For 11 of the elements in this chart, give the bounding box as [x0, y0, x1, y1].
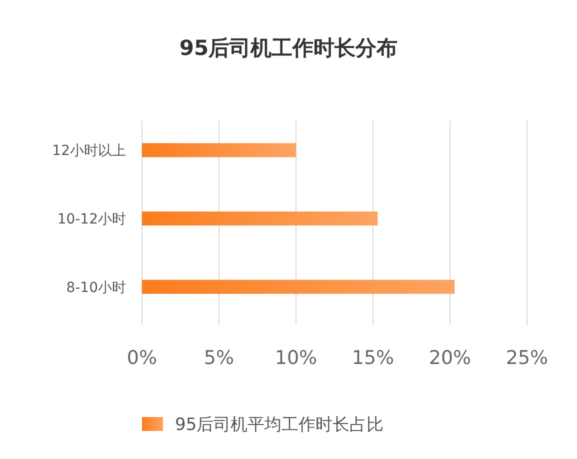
x-tick-label: 10%	[274, 347, 318, 369]
x-tick-label: 20%	[428, 347, 472, 369]
y-tick-label: 12小时以上	[52, 143, 126, 160]
y-tick-label: 10-12小时	[57, 212, 126, 228]
x-tick-label: 25%	[506, 347, 548, 369]
legend-label: 95后司机平均工作时长占比	[175, 415, 384, 435]
x-tick-label: 0%	[126, 347, 158, 369]
x-tick-label: 5%	[204, 347, 234, 369]
y-tick-label: 8-10小时	[66, 280, 126, 296]
chart-title: 95后司机工作时长分布	[179, 36, 398, 60]
x-tick-label: 15%	[352, 347, 394, 369]
